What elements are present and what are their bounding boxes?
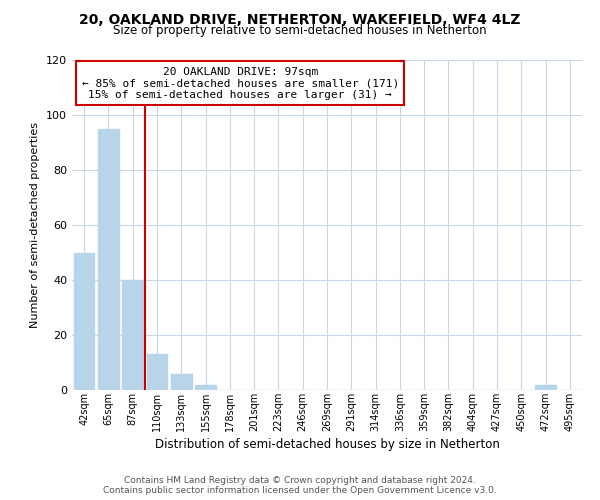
X-axis label: Distribution of semi-detached houses by size in Netherton: Distribution of semi-detached houses by … bbox=[155, 438, 499, 450]
Bar bbox=[74, 252, 94, 390]
Bar bbox=[535, 384, 556, 390]
Bar bbox=[171, 374, 191, 390]
Text: 20, OAKLAND DRIVE, NETHERTON, WAKEFIELD, WF4 4LZ: 20, OAKLAND DRIVE, NETHERTON, WAKEFIELD,… bbox=[79, 12, 521, 26]
Bar bbox=[122, 280, 143, 390]
Bar bbox=[98, 128, 119, 390]
Bar bbox=[195, 384, 216, 390]
Y-axis label: Number of semi-detached properties: Number of semi-detached properties bbox=[31, 122, 40, 328]
Bar bbox=[146, 354, 167, 390]
Text: Size of property relative to semi-detached houses in Netherton: Size of property relative to semi-detach… bbox=[113, 24, 487, 37]
Text: 20 OAKLAND DRIVE: 97sqm
← 85% of semi-detached houses are smaller (171)
15% of s: 20 OAKLAND DRIVE: 97sqm ← 85% of semi-de… bbox=[82, 66, 399, 100]
Text: Contains HM Land Registry data © Crown copyright and database right 2024.
Contai: Contains HM Land Registry data © Crown c… bbox=[103, 476, 497, 495]
